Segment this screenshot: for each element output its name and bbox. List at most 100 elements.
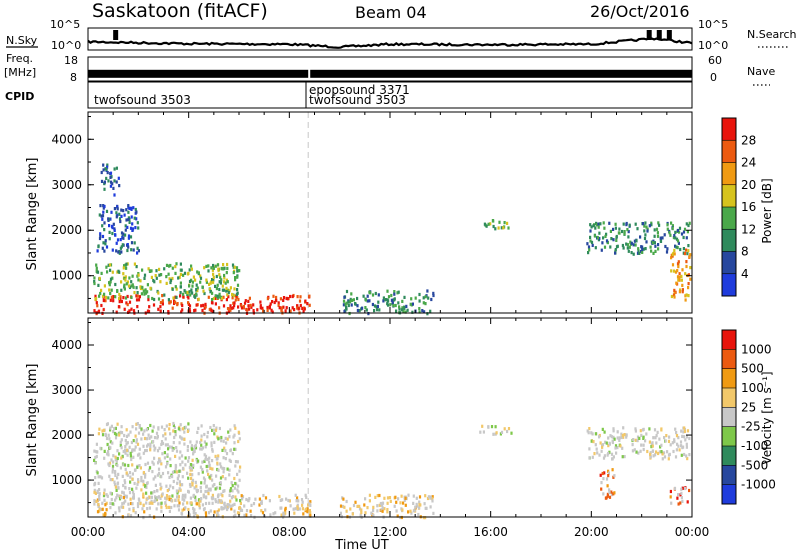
velocity-cell (612, 427, 615, 431)
velocity-cell (634, 438, 637, 442)
power-cell (195, 287, 198, 292)
velocity-cell (186, 445, 189, 449)
velocity-tick-label: -100 (741, 439, 768, 453)
velocity-cell (190, 476, 193, 480)
power-cell (641, 247, 644, 252)
velocity-cell (146, 507, 149, 511)
power-cell (354, 302, 357, 306)
power-cell (401, 299, 404, 303)
power-cell (109, 175, 112, 179)
velocity-cell (109, 446, 112, 450)
velocity-cell (258, 503, 261, 507)
power-cell (147, 295, 150, 299)
power-cell (121, 235, 124, 240)
power-cell (635, 239, 638, 243)
power-cell (376, 308, 379, 312)
velocity-cell (222, 489, 225, 493)
xtick-label: 20:00 (574, 525, 609, 539)
power-cell (628, 223, 631, 227)
power-cell (187, 296, 190, 300)
velocity-cell (114, 458, 117, 462)
velocity-cell (206, 489, 209, 493)
power-cell (277, 301, 280, 305)
velocity-cell (179, 435, 182, 439)
velocity-cell (677, 436, 680, 440)
velocity-cell (214, 454, 217, 458)
velocity-cell (141, 507, 144, 511)
velocity-cell (212, 496, 215, 500)
velocity-cell (122, 449, 125, 454)
velocity-cell (128, 507, 131, 511)
power-cell (151, 296, 154, 301)
power-cell (101, 294, 105, 298)
power-cell (120, 231, 124, 235)
velocity-cell (212, 428, 215, 432)
velocity-cell (168, 475, 171, 479)
power-cell (108, 230, 111, 234)
power-cell (601, 241, 604, 245)
power-cell (261, 306, 264, 310)
power-cell (116, 289, 119, 293)
power-cell (202, 289, 205, 293)
power-cell (588, 248, 591, 252)
velocity-cell (120, 446, 123, 450)
power-cell (609, 229, 612, 233)
velocity-cell (147, 433, 150, 437)
velocity-cell (663, 455, 667, 459)
velocity-cell (207, 511, 210, 515)
power-cell (181, 303, 184, 308)
velocity-cell (103, 491, 106, 495)
velocity-cell (143, 429, 146, 433)
nave-label: Nave (747, 65, 775, 78)
velocity-cell (672, 449, 675, 454)
velocity-cell (150, 491, 153, 495)
velocity-cell (260, 509, 263, 513)
velocity-cell (593, 452, 596, 456)
power-cell (113, 207, 116, 211)
power-cell (297, 307, 300, 311)
velocity-cell (234, 513, 237, 517)
velocity-cell (619, 444, 622, 448)
velocity-cell (222, 439, 225, 443)
velocity-cell (109, 426, 112, 430)
power-cell (615, 234, 618, 239)
velocity-cell (203, 432, 206, 437)
power-cell (130, 280, 133, 284)
power-cell (282, 305, 285, 309)
power-cell (606, 241, 609, 245)
power-cell (111, 270, 114, 274)
velocity-cell (600, 449, 603, 453)
power-cell (682, 247, 685, 251)
power-cell (183, 271, 187, 275)
power-cell (93, 281, 96, 286)
velocity-cell (681, 434, 684, 438)
velocity-cell (157, 427, 160, 431)
velocity-cell (204, 489, 207, 494)
power-cell (118, 217, 122, 221)
velocity-cell (170, 445, 174, 449)
power-cell (670, 221, 673, 225)
velocity-frame (721, 329, 737, 505)
nsky-spike (646, 30, 652, 40)
power-cell (682, 230, 686, 234)
power-cell (223, 273, 226, 278)
velocity-frame (87, 317, 693, 518)
velocity-cell (652, 436, 655, 440)
velocity-cell (131, 502, 134, 506)
velocity-cell (673, 486, 677, 490)
velocity-cell (132, 439, 135, 443)
power-cell (211, 268, 214, 272)
power-swatch (722, 118, 736, 141)
velocity-cell (142, 479, 145, 483)
power-cell (103, 228, 106, 232)
velocity-cell (503, 427, 506, 431)
velocity-cell (131, 449, 134, 453)
power-cell (386, 289, 389, 293)
power-cell (423, 310, 426, 314)
velocity-cell (600, 487, 603, 491)
velocity-cell (133, 448, 136, 452)
velocity-cell (351, 512, 354, 516)
velocity-cell (146, 481, 149, 485)
power-cell (179, 294, 182, 298)
velocity-cell (621, 455, 624, 459)
